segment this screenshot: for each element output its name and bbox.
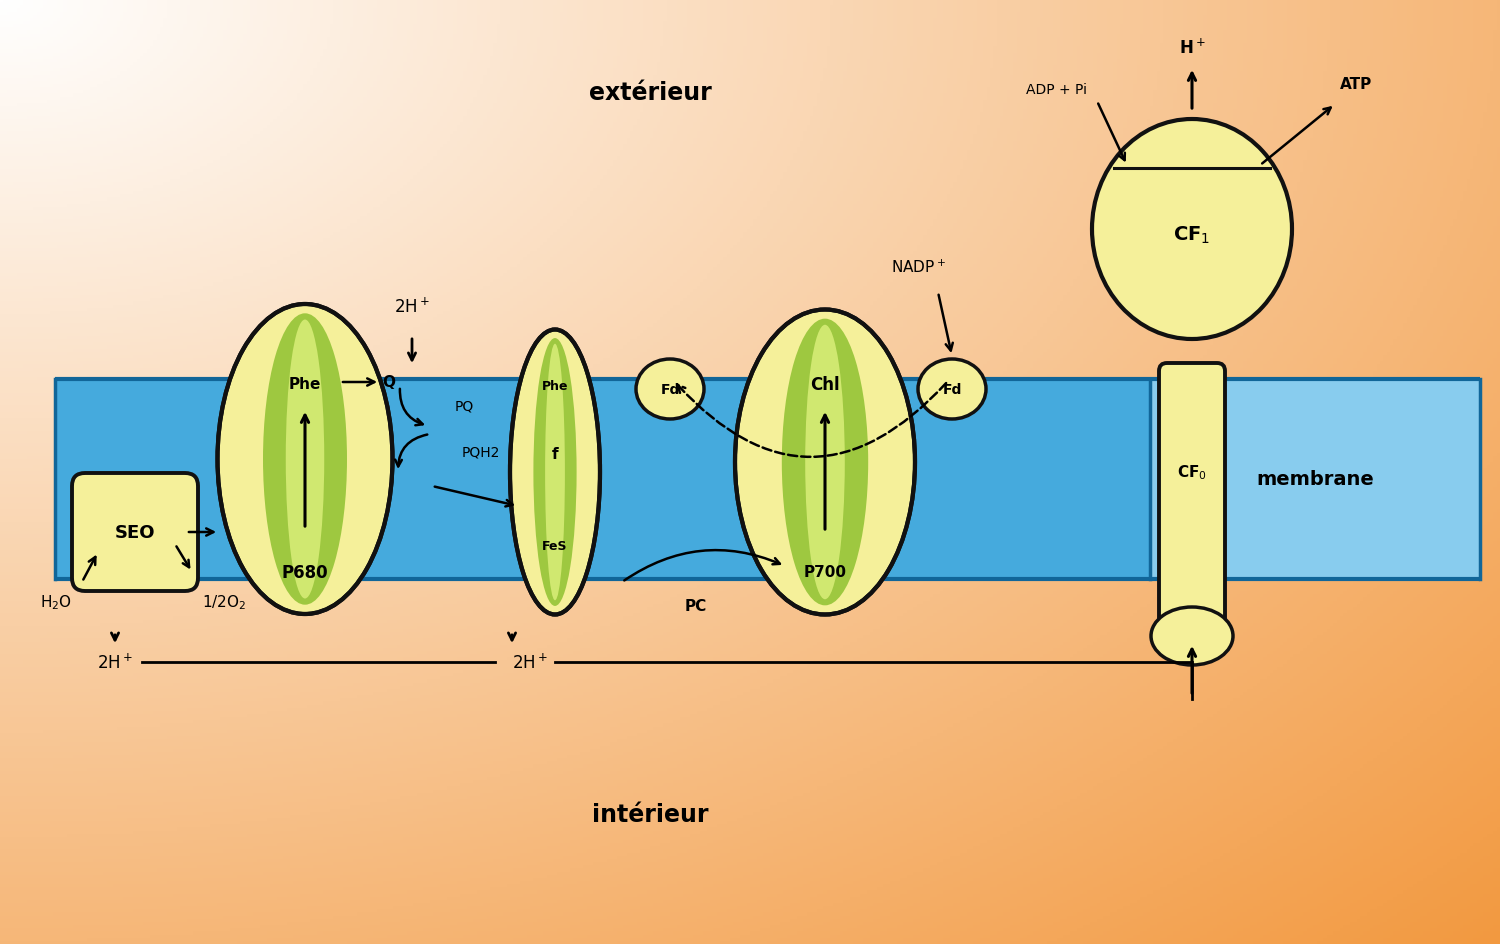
Ellipse shape xyxy=(1092,120,1292,340)
Text: H$^+$: H$^+$ xyxy=(1179,39,1206,58)
Text: membrane: membrane xyxy=(1256,470,1374,489)
Text: 1/2O$_2$: 1/2O$_2$ xyxy=(202,593,246,612)
Text: 2H$^+$: 2H$^+$ xyxy=(394,297,430,316)
Text: Fd: Fd xyxy=(942,382,962,396)
Text: Phe: Phe xyxy=(542,380,568,393)
Text: P680: P680 xyxy=(282,564,328,582)
Text: CF$_0$: CF$_0$ xyxy=(1178,464,1208,481)
Bar xyxy=(56,379,1150,580)
Text: intérieur: intérieur xyxy=(591,802,708,826)
Ellipse shape xyxy=(1150,607,1233,666)
Text: f: f xyxy=(552,447,558,462)
Text: Fd: Fd xyxy=(660,382,680,396)
Ellipse shape xyxy=(262,314,346,605)
FancyBboxPatch shape xyxy=(1160,363,1226,649)
FancyBboxPatch shape xyxy=(72,474,198,591)
Text: Chl: Chl xyxy=(810,376,840,394)
Bar xyxy=(1150,379,1480,580)
Text: 2H$^+$: 2H$^+$ xyxy=(512,652,548,672)
Text: ADP + Pi: ADP + Pi xyxy=(1026,83,1088,97)
Ellipse shape xyxy=(217,305,393,615)
Text: Phe: Phe xyxy=(290,377,321,392)
Ellipse shape xyxy=(735,311,915,615)
Text: P700: P700 xyxy=(804,565,846,580)
Text: ATP: ATP xyxy=(1340,77,1372,93)
Text: PQ: PQ xyxy=(454,399,474,413)
Ellipse shape xyxy=(636,360,704,419)
Text: FeS: FeS xyxy=(543,540,567,553)
Ellipse shape xyxy=(510,330,600,615)
Text: SEO: SEO xyxy=(114,523,156,542)
Ellipse shape xyxy=(918,360,986,419)
Text: NADP$^+$: NADP$^+$ xyxy=(891,258,945,276)
Text: Q: Q xyxy=(382,375,394,390)
Ellipse shape xyxy=(544,345,566,600)
Text: H$_2$O: H$_2$O xyxy=(40,593,72,612)
Text: CF$_1$: CF$_1$ xyxy=(1173,224,1210,245)
Text: extérieur: extérieur xyxy=(588,81,711,105)
Text: 2H$^+$: 2H$^+$ xyxy=(98,652,134,672)
Ellipse shape xyxy=(534,339,576,606)
Text: PC: PC xyxy=(686,598,708,614)
Ellipse shape xyxy=(806,326,844,599)
Ellipse shape xyxy=(782,319,868,606)
Ellipse shape xyxy=(285,320,324,598)
Text: PQH2: PQH2 xyxy=(462,446,501,460)
